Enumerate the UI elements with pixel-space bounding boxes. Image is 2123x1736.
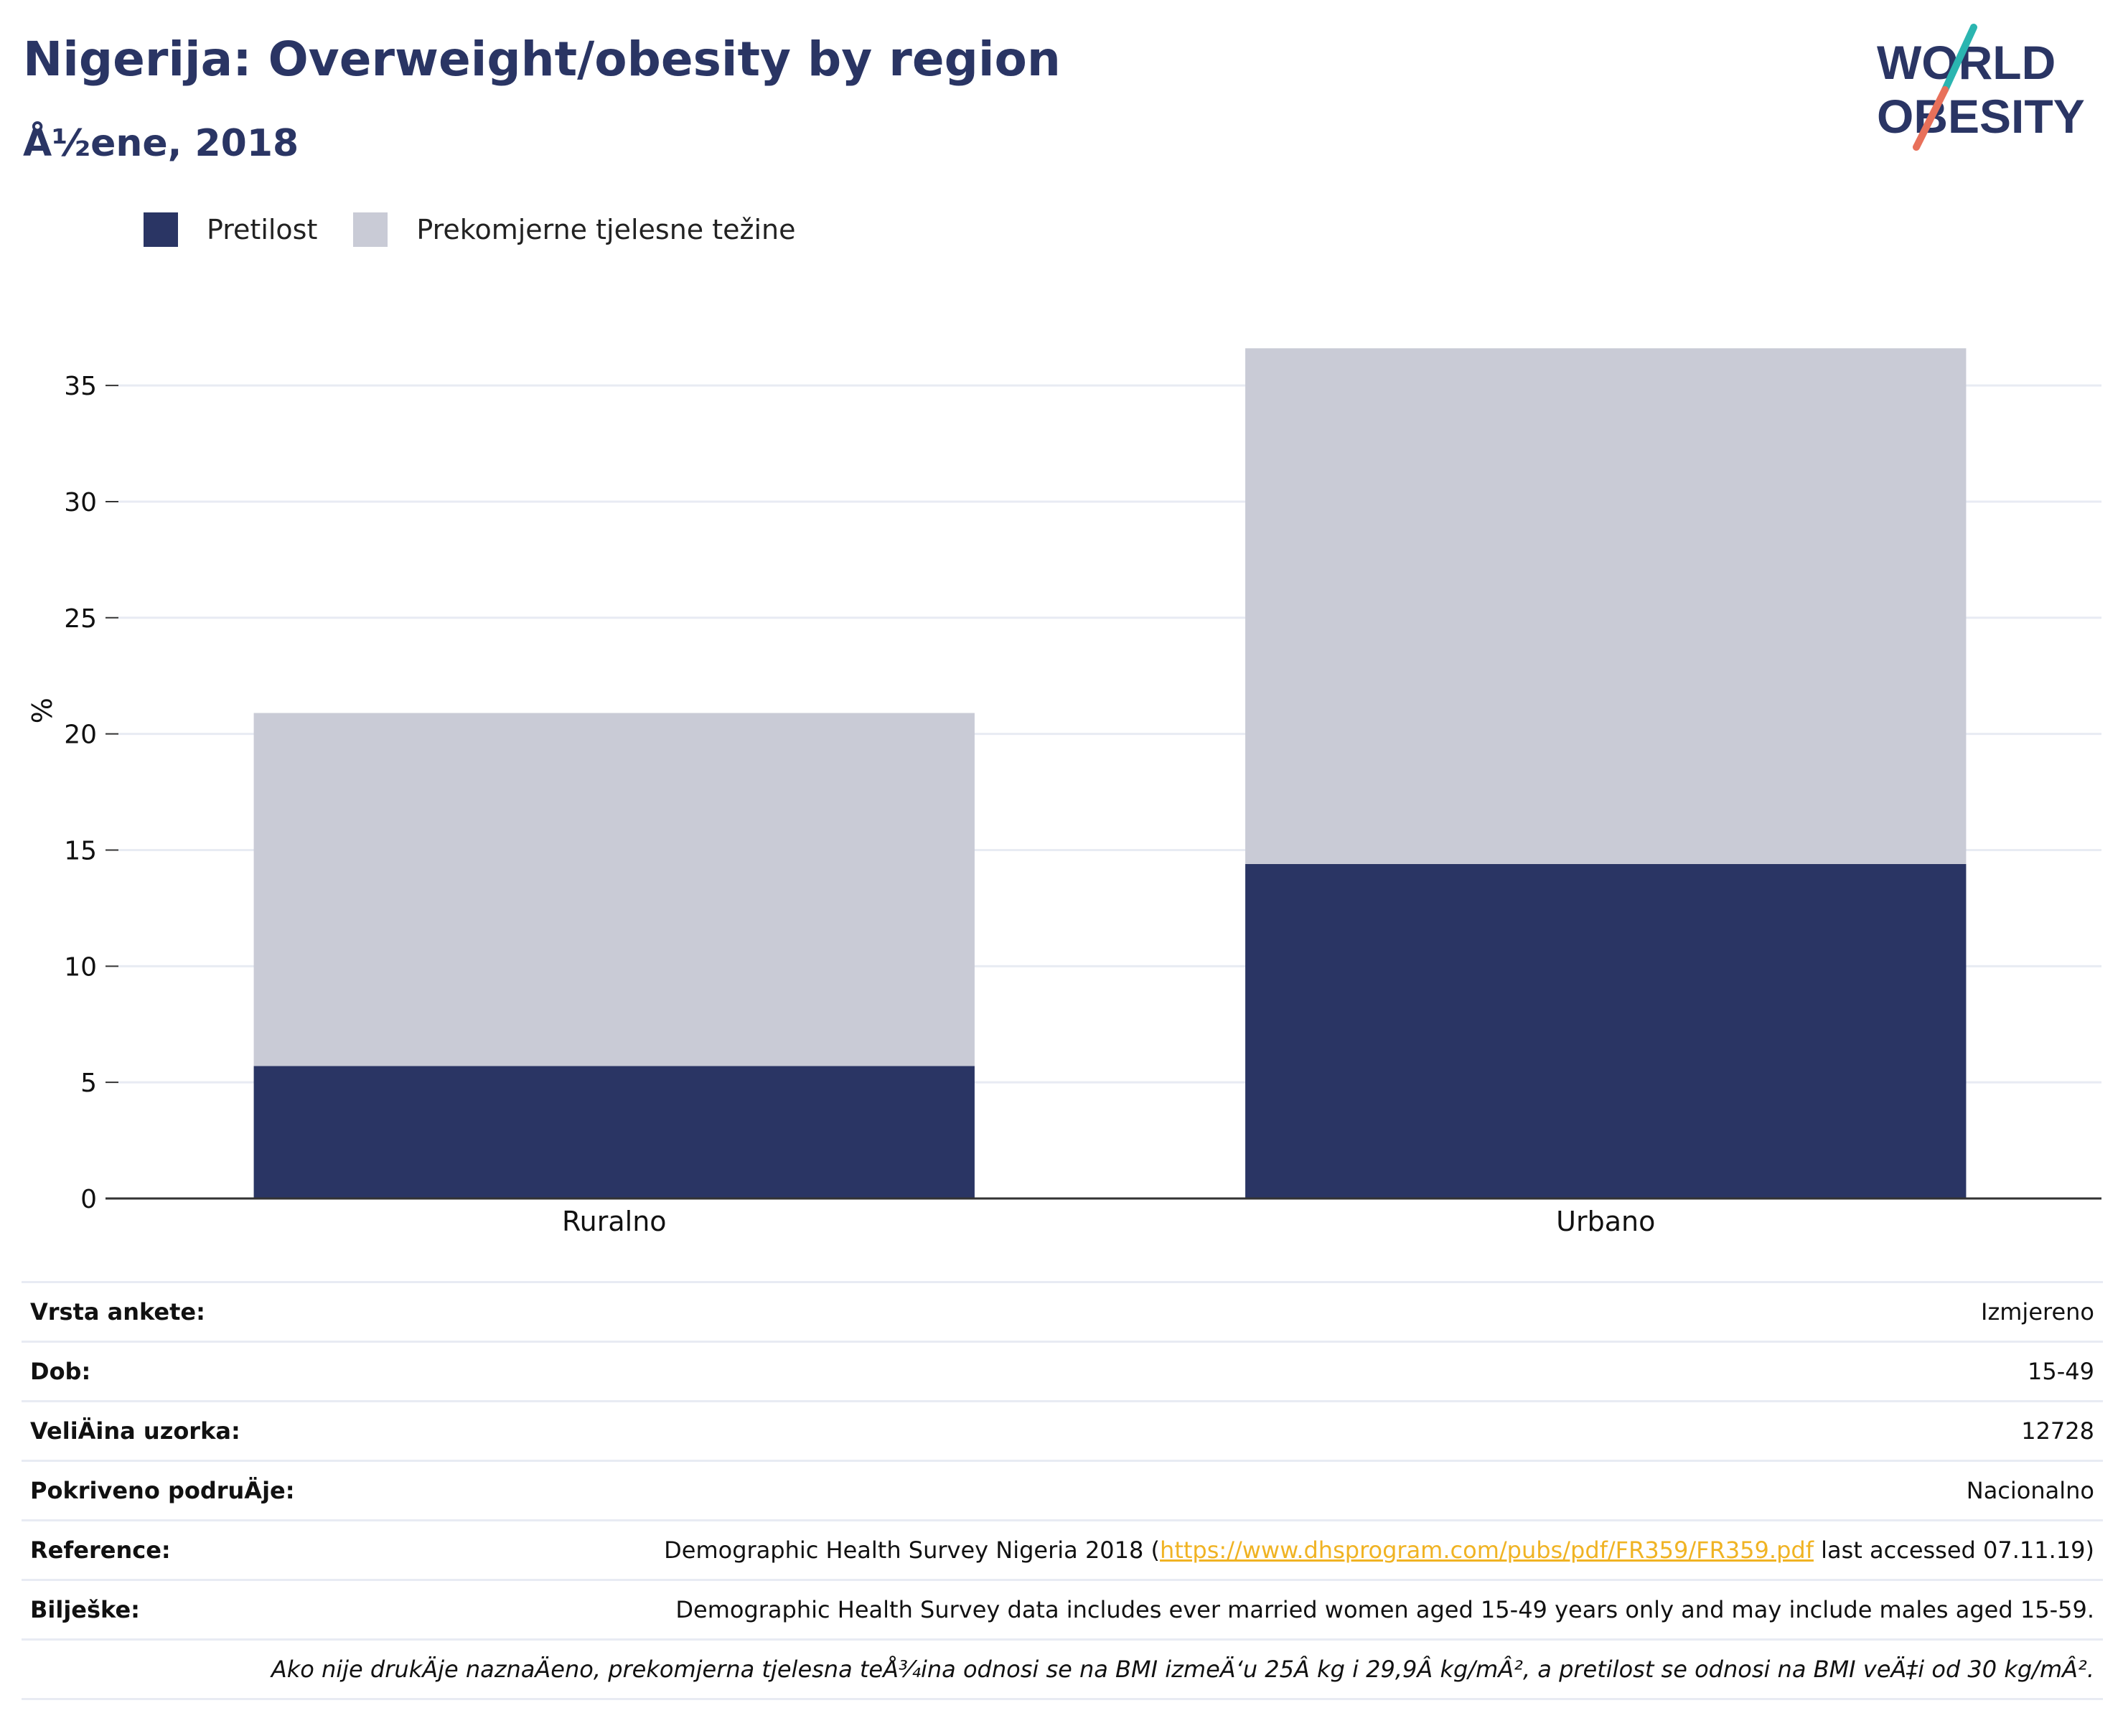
legend-label-overweight: Prekomjerne tjelesne težine bbox=[416, 214, 795, 245]
legend-item-obesity[interactable]: Pretilost bbox=[144, 212, 317, 247]
y-tick-label: 35 bbox=[64, 372, 97, 401]
info-label-age: Dob: bbox=[22, 1342, 360, 1402]
info-label-notes: Bilješke: bbox=[22, 1580, 360, 1640]
logo-word-obesity: OBESITY bbox=[1877, 90, 2085, 143]
bar-obesity-ruralno bbox=[254, 1066, 975, 1199]
info-row-sample-size: VeliÄ ina uzorka: 12728 bbox=[22, 1402, 2103, 1461]
legend-label-obesity: Pretilost bbox=[207, 214, 317, 245]
y-tick-label: 10 bbox=[64, 952, 97, 982]
y-axis-label: % bbox=[27, 698, 58, 723]
legend-swatch-overweight bbox=[353, 212, 388, 247]
chart-title: Nigerija: Overweight/obesity by region bbox=[23, 32, 1061, 87]
world-obesity-logo: WORLD OBESITY bbox=[1866, 22, 2103, 151]
info-row-definition: Ako nije drukÄ je naznaÄ eno, prekomjern… bbox=[22, 1640, 2103, 1699]
bar-obesity-urbano bbox=[1245, 864, 1966, 1198]
info-definition-note: Ako nije drukÄ je naznaÄ eno, prekomjern… bbox=[22, 1640, 2103, 1699]
info-value-area: Nacionalno bbox=[360, 1461, 2103, 1521]
y-tick-label: 0 bbox=[80, 1185, 97, 1214]
info-label-reference: Reference: bbox=[22, 1521, 360, 1580]
chart-subtitle: Å½ene, 2018 bbox=[23, 122, 299, 165]
info-value-sample-size: 12728 bbox=[360, 1402, 2103, 1461]
y-tick-label: 25 bbox=[64, 604, 97, 634]
info-row-area: Pokriveno podruÄ je: Nacionalno bbox=[22, 1461, 2103, 1521]
info-label-sample-size: VeliÄ ina uzorka: bbox=[22, 1402, 360, 1461]
bar-overweight-ruralno bbox=[254, 713, 975, 1066]
x-tick-label: Urbano bbox=[1556, 1206, 1655, 1237]
legend-item-overweight[interactable]: Prekomjerne tjelesne težine bbox=[353, 212, 795, 247]
y-tick-label: 15 bbox=[64, 836, 97, 865]
info-row-reference: Reference: Demographic Health Survey Nig… bbox=[22, 1521, 2103, 1580]
x-tick-label: Ruralno bbox=[562, 1206, 667, 1237]
info-label-area: Pokriveno podruÄ je: bbox=[22, 1461, 360, 1521]
chart-legend: Pretilost Prekomjerne tjelesne težine bbox=[144, 212, 832, 247]
survey-info-table: Vrsta ankete: Izmjereno Dob: 15-49 VeliÄ… bbox=[22, 1281, 2103, 1700]
y-tick-label: 30 bbox=[64, 488, 97, 517]
info-row-survey-type: Vrsta ankete: Izmjereno bbox=[22, 1282, 2103, 1342]
reference-suffix: last accessed 07.11.19) bbox=[1814, 1536, 2094, 1564]
info-row-age: Dob: 15-49 bbox=[22, 1342, 2103, 1402]
stacked-bar-chart: 0 5 10 15 20 25 30 35% Ruralno Urbano bbox=[0, 316, 2123, 1263]
y-tick-label: 20 bbox=[64, 721, 97, 750]
info-value-survey-type: Izmjereno bbox=[360, 1282, 2103, 1342]
info-value-reference: Demographic Health Survey Nigeria 2018 (… bbox=[360, 1521, 2103, 1580]
reference-prefix: Demographic Health Survey Nigeria 2018 ( bbox=[664, 1536, 1160, 1564]
info-row-notes: Bilješke: Demographic Health Survey data… bbox=[22, 1580, 2103, 1640]
reference-link[interactable]: https://www.dhsprogram.com/pubs/pdf/FR35… bbox=[1160, 1536, 1814, 1564]
legend-swatch-obesity bbox=[144, 212, 178, 247]
bar-overweight-urbano bbox=[1245, 348, 1966, 864]
y-tick-label: 5 bbox=[80, 1069, 97, 1098]
info-value-age: 15-49 bbox=[360, 1342, 2103, 1402]
info-value-notes: Demographic Health Survey data includes … bbox=[360, 1580, 2103, 1640]
info-label-survey-type: Vrsta ankete: bbox=[22, 1282, 360, 1342]
